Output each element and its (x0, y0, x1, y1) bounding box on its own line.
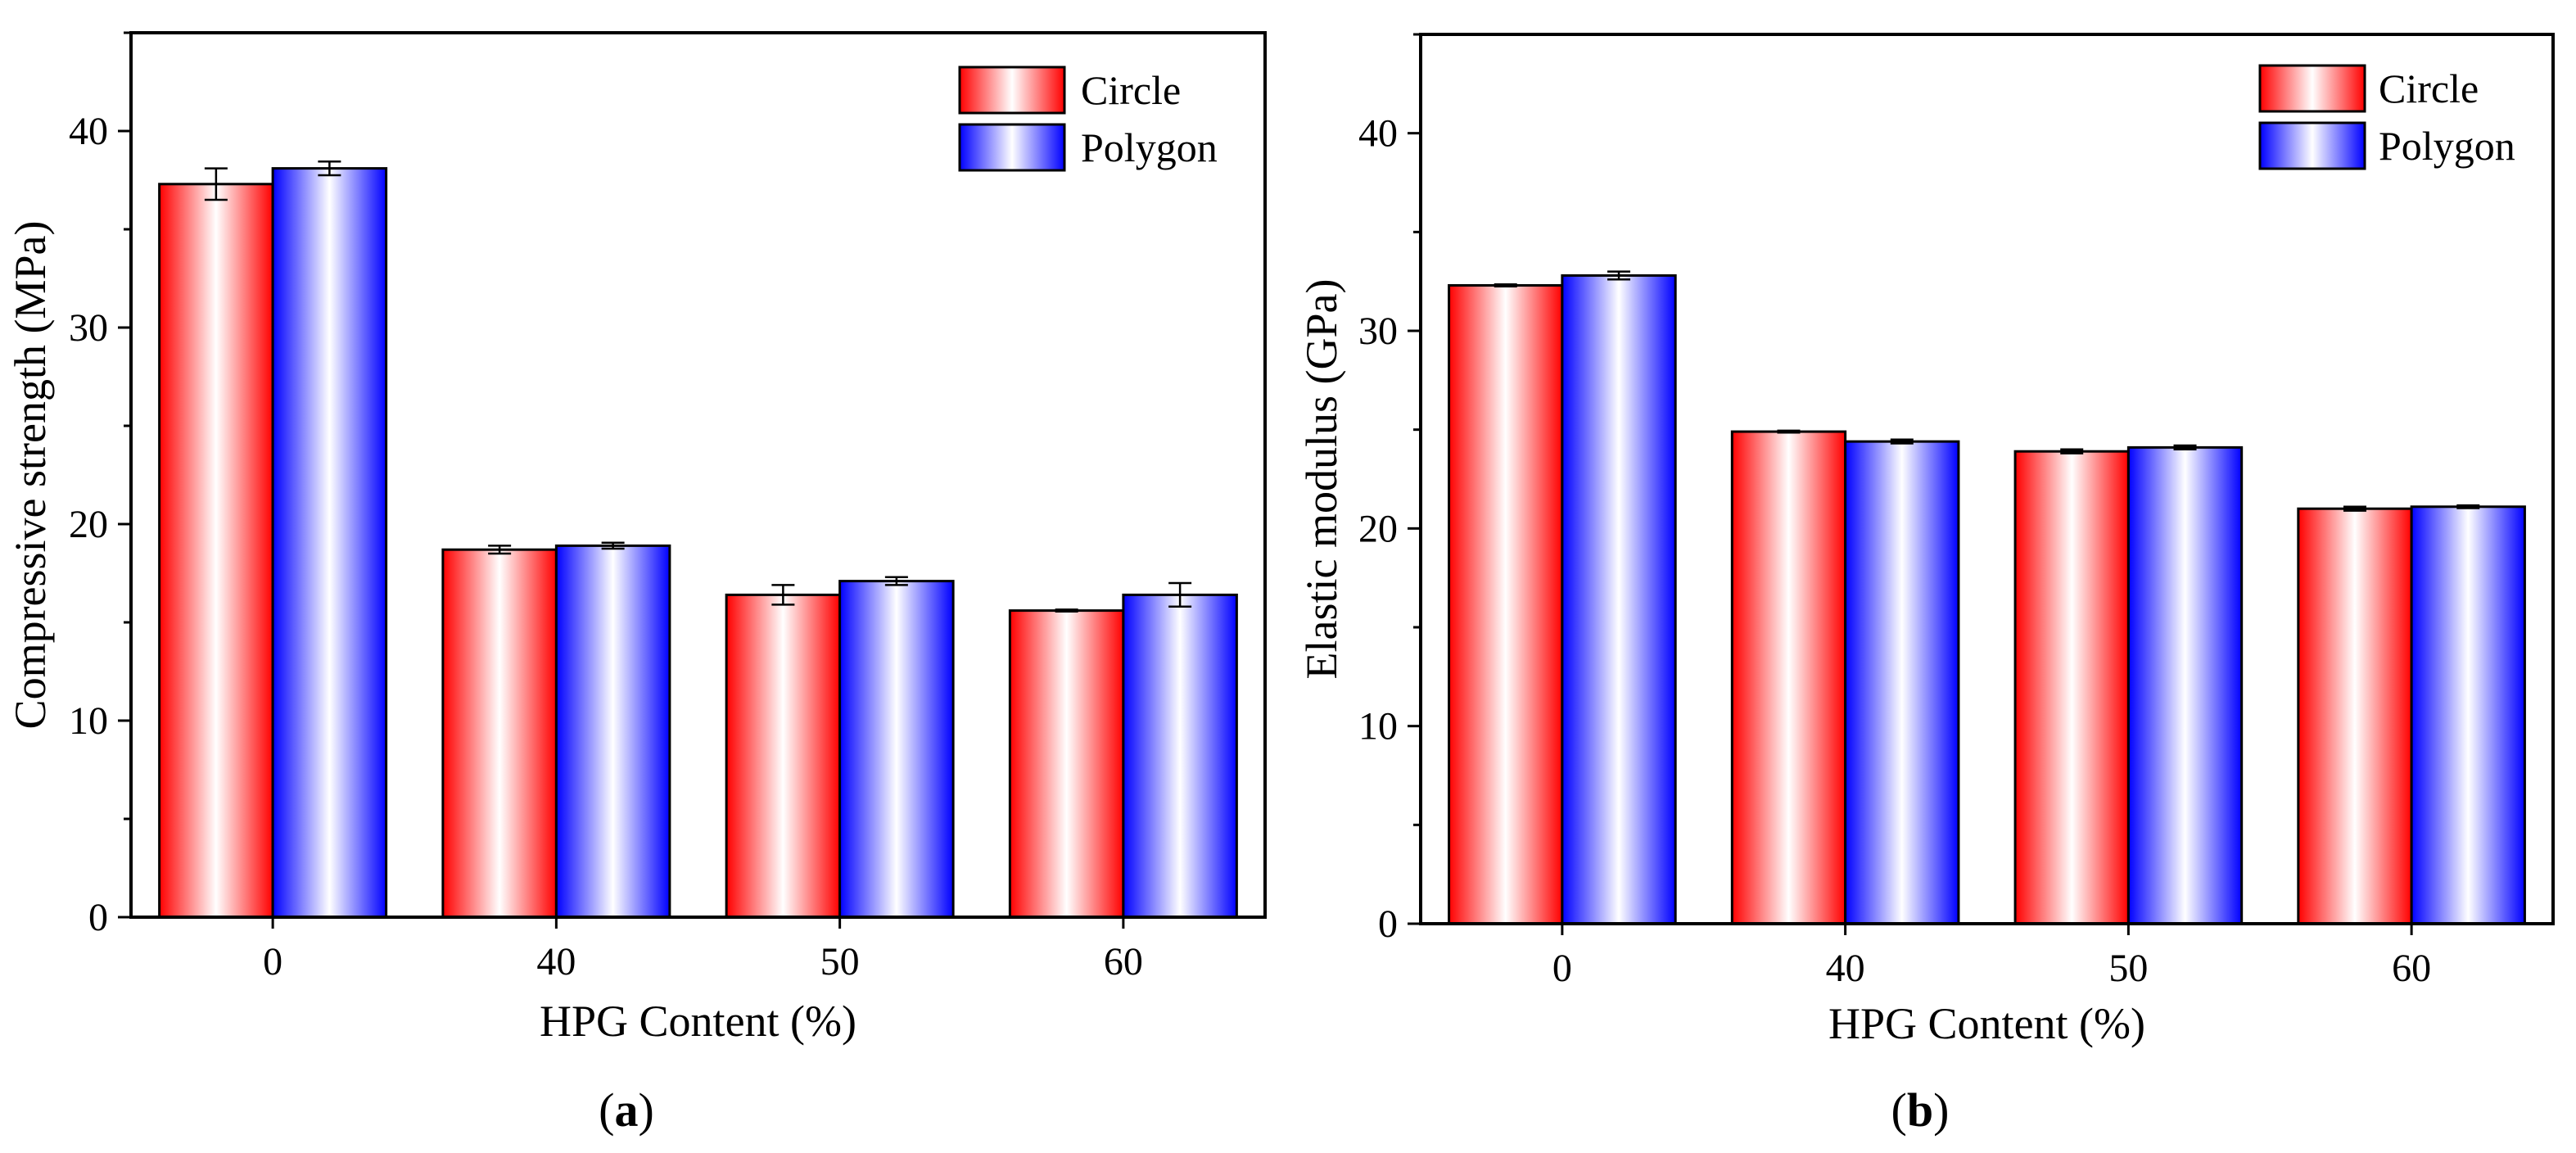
x-axis-title: HPG Content (%) (540, 997, 856, 1046)
bar-circle-50 (2013, 450, 2130, 925)
x-tick-label: 40 (1826, 947, 1865, 990)
bar-polygon-60 (1122, 593, 1238, 919)
chart-panel-b: 0 40 50 60 0 10 20 30 40 HPG Content (%) Elastic m… (1297, 33, 2555, 1137)
bar-circle-40 (1730, 430, 1847, 925)
bar-polygon-40 (1844, 440, 1960, 925)
error-bar-polygon-40 (1890, 438, 1914, 445)
bar-polygon-60 (2410, 505, 2526, 925)
error-bar-circle-0 (1494, 283, 1517, 287)
legend-swatch-polygon (958, 123, 1066, 172)
legend-label-polygon: Polygon (2379, 123, 2515, 169)
y-tick-label: 0 (88, 896, 108, 939)
error-bar-circle-40 (488, 545, 512, 555)
bar-circle-40 (441, 548, 558, 919)
legend: Circle Polygon (2258, 64, 2515, 170)
x-axis-title: HPG Content (%) (1828, 999, 2145, 1048)
error-bar-polygon-0 (1607, 270, 1631, 281)
y-axis-title: Elastic modulus (GPa) (1297, 279, 1346, 680)
error-bar-polygon-50 (884, 576, 908, 586)
legend-label-polygon: Polygon (1081, 124, 1218, 170)
y-tick-label: 20 (1358, 507, 1398, 550)
panel-caption: (b) (1891, 1083, 1950, 1137)
legend-label-circle: Circle (1081, 67, 1181, 113)
x-tick-label: 50 (820, 940, 860, 983)
x-tick-label: 0 (263, 940, 282, 983)
error-bar-circle-0 (204, 167, 228, 201)
y-tick-label: 30 (1358, 310, 1398, 353)
y-tick-label: 40 (69, 110, 108, 153)
bar-polygon-40 (554, 544, 671, 919)
error-bar-polygon-50 (2173, 444, 2197, 451)
plot-frame (129, 31, 1267, 919)
error-bar-polygon-40 (601, 541, 625, 550)
x-tick-label: 0 (1552, 947, 1572, 990)
bar-polygon-0 (1561, 274, 1677, 925)
x-tick-label: 60 (2392, 947, 2431, 990)
bar-circle-60 (2297, 507, 2413, 925)
bar-polygon-0 (271, 167, 388, 919)
x-tick-label: 40 (536, 940, 576, 983)
y-tick-label: 0 (1378, 902, 1398, 946)
error-bar-circle-60 (2343, 505, 2366, 512)
y-tick-label: 30 (69, 306, 108, 350)
x-tick-label: 50 (2108, 947, 2148, 990)
panel-caption: (a) (599, 1083, 654, 1137)
error-bar-circle-60 (1055, 608, 1078, 613)
chart-panel-a: 0 40 50 60 0 10 20 30 40 HPG Content (%) Compressi… (6, 31, 1267, 1137)
legend-swatch-circle (958, 66, 1066, 115)
error-bar-polygon-0 (318, 160, 341, 177)
bar-circle-50 (725, 593, 842, 919)
x-tick-label: 60 (1104, 940, 1143, 983)
bar-polygon-50 (838, 580, 955, 919)
bar-circle-60 (1008, 609, 1125, 919)
bar-polygon-50 (2126, 445, 2244, 925)
bar-circle-0 (1448, 283, 1564, 925)
bar-circle-0 (158, 183, 274, 919)
error-bar-polygon-60 (1168, 581, 1192, 608)
legend-swatch-circle (2258, 64, 2366, 113)
legend: Circle Polygon (958, 66, 1218, 172)
error-bar-polygon-60 (2456, 504, 2480, 509)
error-bar-circle-50 (2060, 448, 2084, 454)
y-tick-label: 10 (1358, 705, 1398, 748)
legend-label-circle: Circle (2379, 66, 2479, 111)
error-bar-circle-40 (1777, 429, 1801, 434)
error-bar-circle-50 (771, 584, 795, 606)
plot-frame (1419, 33, 2555, 925)
y-tick-label: 20 (69, 503, 108, 546)
y-axis-title: Compressive strength (MPa) (6, 221, 55, 730)
legend-swatch-polygon (2258, 121, 2366, 170)
y-tick-label: 40 (1358, 112, 1398, 156)
y-tick-label: 10 (69, 699, 108, 743)
